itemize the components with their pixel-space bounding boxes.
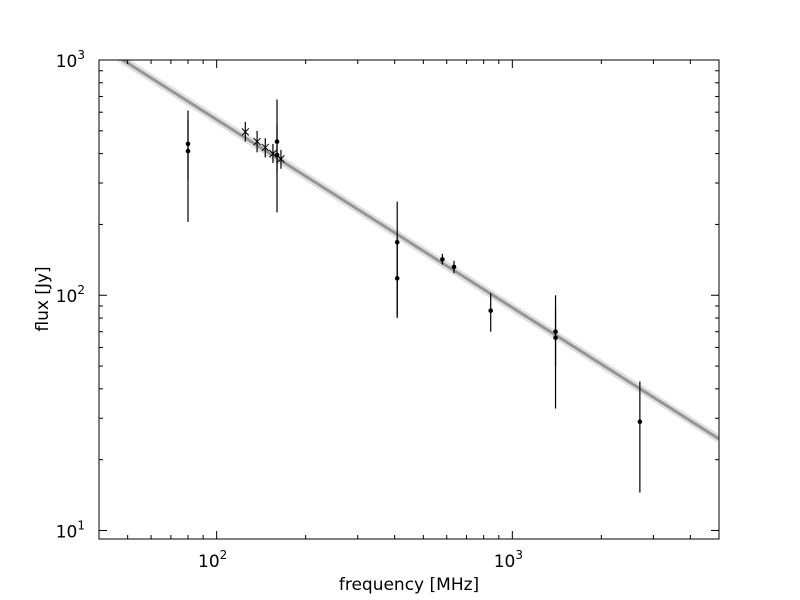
- data-point: [451, 264, 457, 270]
- y-axis-label: flux [Jy]: [33, 266, 53, 331]
- data-point: [440, 257, 445, 262]
- x-tick-label: 102: [198, 548, 227, 572]
- data-point-x-marker: [261, 143, 270, 152]
- data-point: [488, 308, 494, 313]
- data-point: [185, 148, 191, 154]
- data-point: [637, 419, 643, 425]
- data-point-x-marker: [253, 137, 261, 146]
- fit-line: [120, 60, 719, 441]
- x-axis-label: frequency [MHz]: [339, 575, 479, 595]
- data-point-x-marker: [269, 149, 277, 158]
- y-tick-label: 102: [56, 283, 85, 307]
- data-point-x-marker: [277, 154, 285, 163]
- x-tick-label: 103: [494, 548, 523, 572]
- data-point-x-marker: [241, 127, 250, 136]
- data-point: [553, 335, 558, 340]
- y-tick-label: 101: [56, 518, 85, 542]
- plot-frame: [98, 59, 720, 540]
- data-point: [394, 276, 400, 281]
- y-tick-label: 103: [56, 48, 85, 72]
